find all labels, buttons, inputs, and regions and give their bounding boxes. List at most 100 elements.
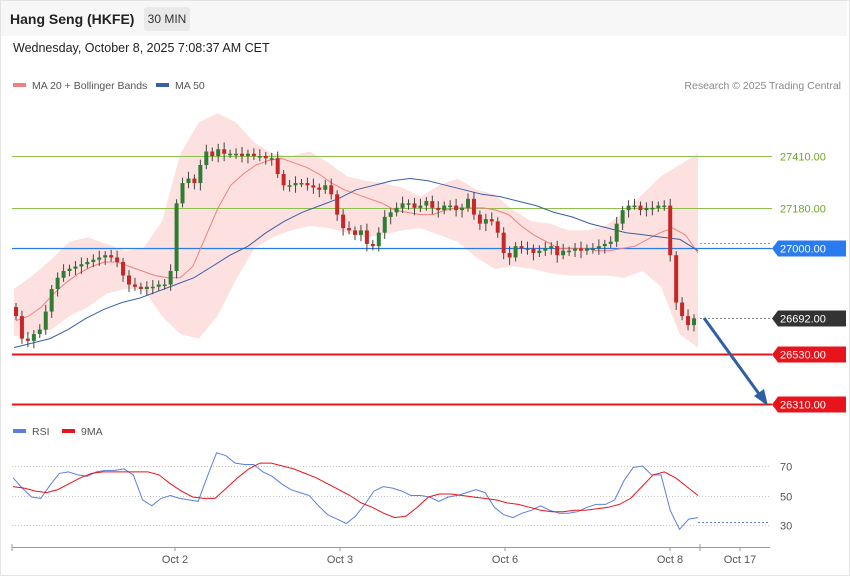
candle-body — [275, 158, 280, 175]
candle-body — [388, 212, 393, 217]
candle-body — [19, 316, 24, 339]
candle-body — [501, 232, 506, 253]
pivot-label: 27000.00 — [780, 244, 826, 256]
ma20-label: MA 20 + Bollinger Bands — [32, 80, 148, 92]
candle-body — [305, 183, 310, 186]
candle-body — [477, 214, 482, 224]
candle-body — [662, 205, 667, 208]
candle-body — [513, 246, 518, 258]
candle-body — [543, 248, 548, 251]
candle-body — [293, 183, 298, 186]
candle-body — [454, 205, 459, 211]
candle-body — [418, 205, 423, 208]
candle-body — [55, 277, 60, 290]
candle-body — [483, 219, 488, 224]
resistance-label: 27180.00 — [780, 204, 826, 216]
candle-body — [394, 207, 399, 213]
candle-body — [347, 228, 352, 231]
credit-text: Research © 2025 Trading Central — [684, 80, 841, 92]
x-tick-label: Oct 6 — [492, 554, 518, 566]
current-price-label: 26692.00 — [780, 314, 826, 326]
candle-body — [204, 151, 209, 166]
candle-body — [49, 289, 54, 312]
candle-body — [549, 246, 554, 249]
candle-body — [656, 205, 661, 208]
candle-body — [14, 307, 18, 317]
candle-body — [61, 270, 66, 278]
candle-body — [680, 302, 685, 317]
candle-body — [79, 264, 84, 267]
candle-body — [228, 153, 233, 156]
candle-body — [269, 158, 274, 160]
timestamp: Wednesday, October 8, 2025 7:08:37 AM CE… — [13, 41, 270, 55]
candle-body — [317, 187, 322, 190]
forecast-arrow-head — [754, 389, 768, 406]
rsi-tick-label: 50 — [780, 492, 792, 504]
candle-body — [370, 243, 375, 247]
candle-body — [376, 232, 381, 247]
candle-body — [240, 153, 244, 156]
candle-body — [341, 214, 346, 229]
candle-body — [37, 329, 42, 335]
rsi-line — [12, 452, 699, 531]
candle-body — [519, 246, 524, 249]
candle-body — [174, 203, 179, 271]
candle-body — [638, 205, 643, 211]
ma9-swatch — [62, 429, 75, 434]
candle-body — [43, 311, 48, 330]
candle-body — [364, 230, 369, 244]
legend-rsi: RSI — [13, 426, 50, 438]
candle-body — [442, 205, 447, 211]
support-tag — [772, 346, 846, 363]
candle-body — [97, 257, 102, 260]
chart-header — [1, 1, 847, 36]
candle-body — [216, 149, 221, 156]
candle-body — [353, 230, 357, 235]
candle-body — [121, 261, 126, 276]
candle-body — [323, 185, 328, 190]
candle-body — [222, 149, 227, 154]
candle-body — [144, 286, 149, 290]
candle-body — [150, 286, 155, 289]
candle-body — [91, 259, 96, 262]
instrument-title: Hang Seng (HKFE) — [10, 11, 135, 27]
candle-body — [245, 153, 250, 156]
candle-body — [311, 185, 316, 188]
candle-body — [436, 207, 441, 211]
legend-ma20: MA 20 + Bollinger Bands — [13, 80, 147, 92]
rsi-tick-label: 70 — [780, 462, 792, 474]
resistance-label: 27410.00 — [780, 152, 826, 164]
candle-body — [198, 165, 203, 184]
candle-body — [584, 248, 589, 251]
candle-body — [495, 221, 500, 233]
candle-body — [608, 241, 613, 244]
candle-body — [555, 246, 560, 256]
candle-body — [25, 338, 30, 341]
candle-body — [162, 284, 167, 287]
candle-body — [424, 201, 429, 206]
candle-body — [138, 286, 143, 290]
candle-body — [335, 194, 340, 215]
candle-body — [692, 318, 696, 326]
candle-body — [234, 153, 239, 156]
x-tick-label: Oct 3 — [327, 554, 353, 566]
timeframe-button[interactable]: 30 MIN — [144, 7, 190, 31]
x-tick-label: Oct 17 — [724, 554, 756, 566]
candle-body — [466, 198, 470, 208]
ma50-swatch — [156, 83, 169, 88]
support-tag — [772, 396, 846, 413]
candle-body — [668, 205, 673, 256]
candle-body — [156, 284, 161, 287]
candle-body — [85, 261, 90, 265]
candle-body — [567, 250, 572, 253]
candle-body — [115, 257, 120, 262]
candle-body — [460, 207, 465, 211]
candle-body — [602, 243, 607, 247]
rsi-swatch — [13, 429, 26, 434]
candle-body — [644, 207, 649, 211]
rsi-ma-line — [12, 462, 699, 519]
candle-body — [531, 248, 536, 253]
candle-body — [287, 185, 292, 187]
candle-body — [186, 178, 191, 184]
candle-body — [525, 248, 530, 250]
